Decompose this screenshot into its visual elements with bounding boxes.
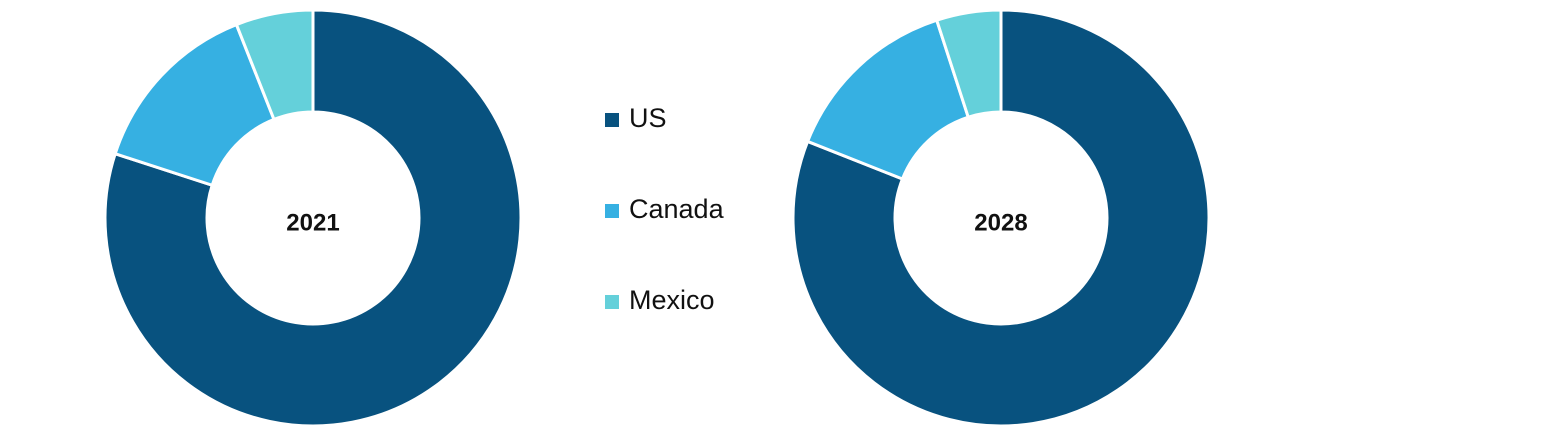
center-label: 2028 xyxy=(974,209,1027,236)
legend-label: Canada xyxy=(629,194,725,224)
donut-segment xyxy=(113,22,276,188)
donut-segment xyxy=(805,18,971,181)
donut-segment xyxy=(103,8,523,428)
legend-swatch xyxy=(605,295,619,309)
legend-label: US xyxy=(629,103,667,133)
donut-segment xyxy=(934,8,1003,120)
legend-swatch xyxy=(605,204,619,218)
center-label: 2021 xyxy=(286,209,339,236)
legend-swatch xyxy=(605,113,619,127)
donut-segment xyxy=(234,8,315,122)
donut-segment xyxy=(791,8,1211,428)
legend-label: Mexico xyxy=(629,285,715,315)
